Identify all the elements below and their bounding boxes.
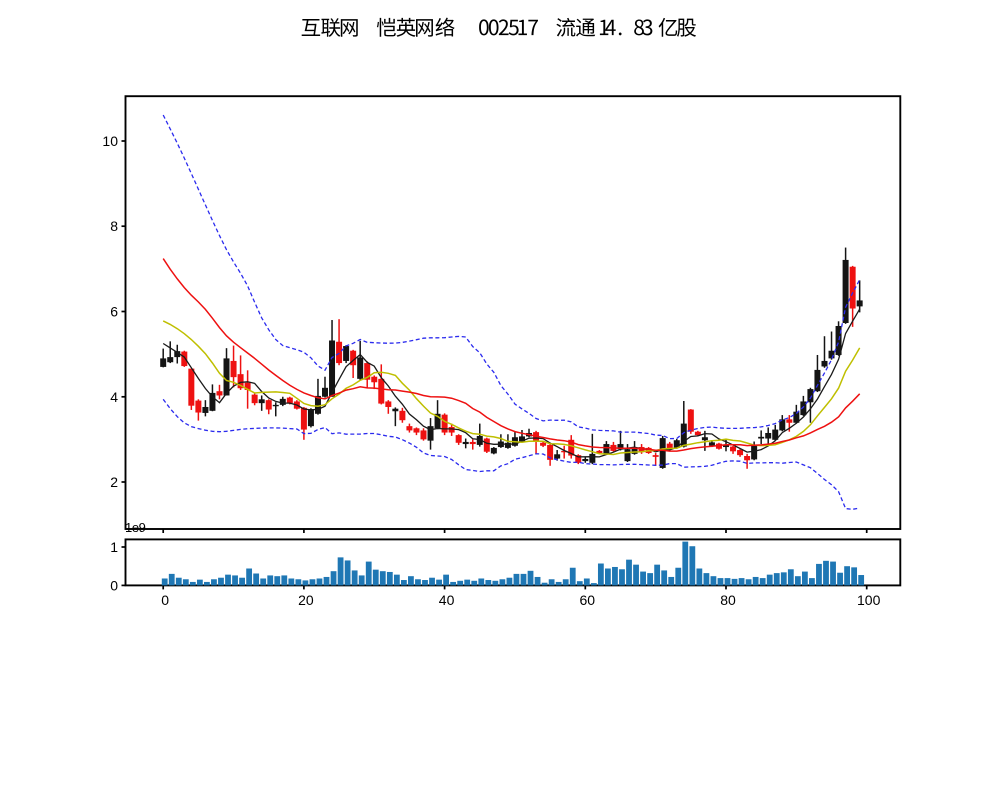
svg-text:60: 60 (580, 592, 596, 608)
svg-text:20: 20 (298, 592, 314, 608)
svg-text:0: 0 (110, 577, 118, 593)
svg-text:80: 80 (720, 592, 736, 608)
svg-text:0: 0 (161, 592, 169, 608)
svg-text:1e9: 1e9 (125, 520, 146, 535)
svg-text:10: 10 (102, 133, 118, 149)
svg-text:6: 6 (110, 304, 118, 320)
svg-text:1: 1 (110, 539, 118, 555)
svg-text:8: 8 (110, 218, 118, 234)
svg-text:40: 40 (439, 592, 455, 608)
svg-text:100: 100 (857, 592, 881, 608)
svg-text:4: 4 (110, 389, 118, 405)
svg-text:2: 2 (110, 474, 118, 490)
